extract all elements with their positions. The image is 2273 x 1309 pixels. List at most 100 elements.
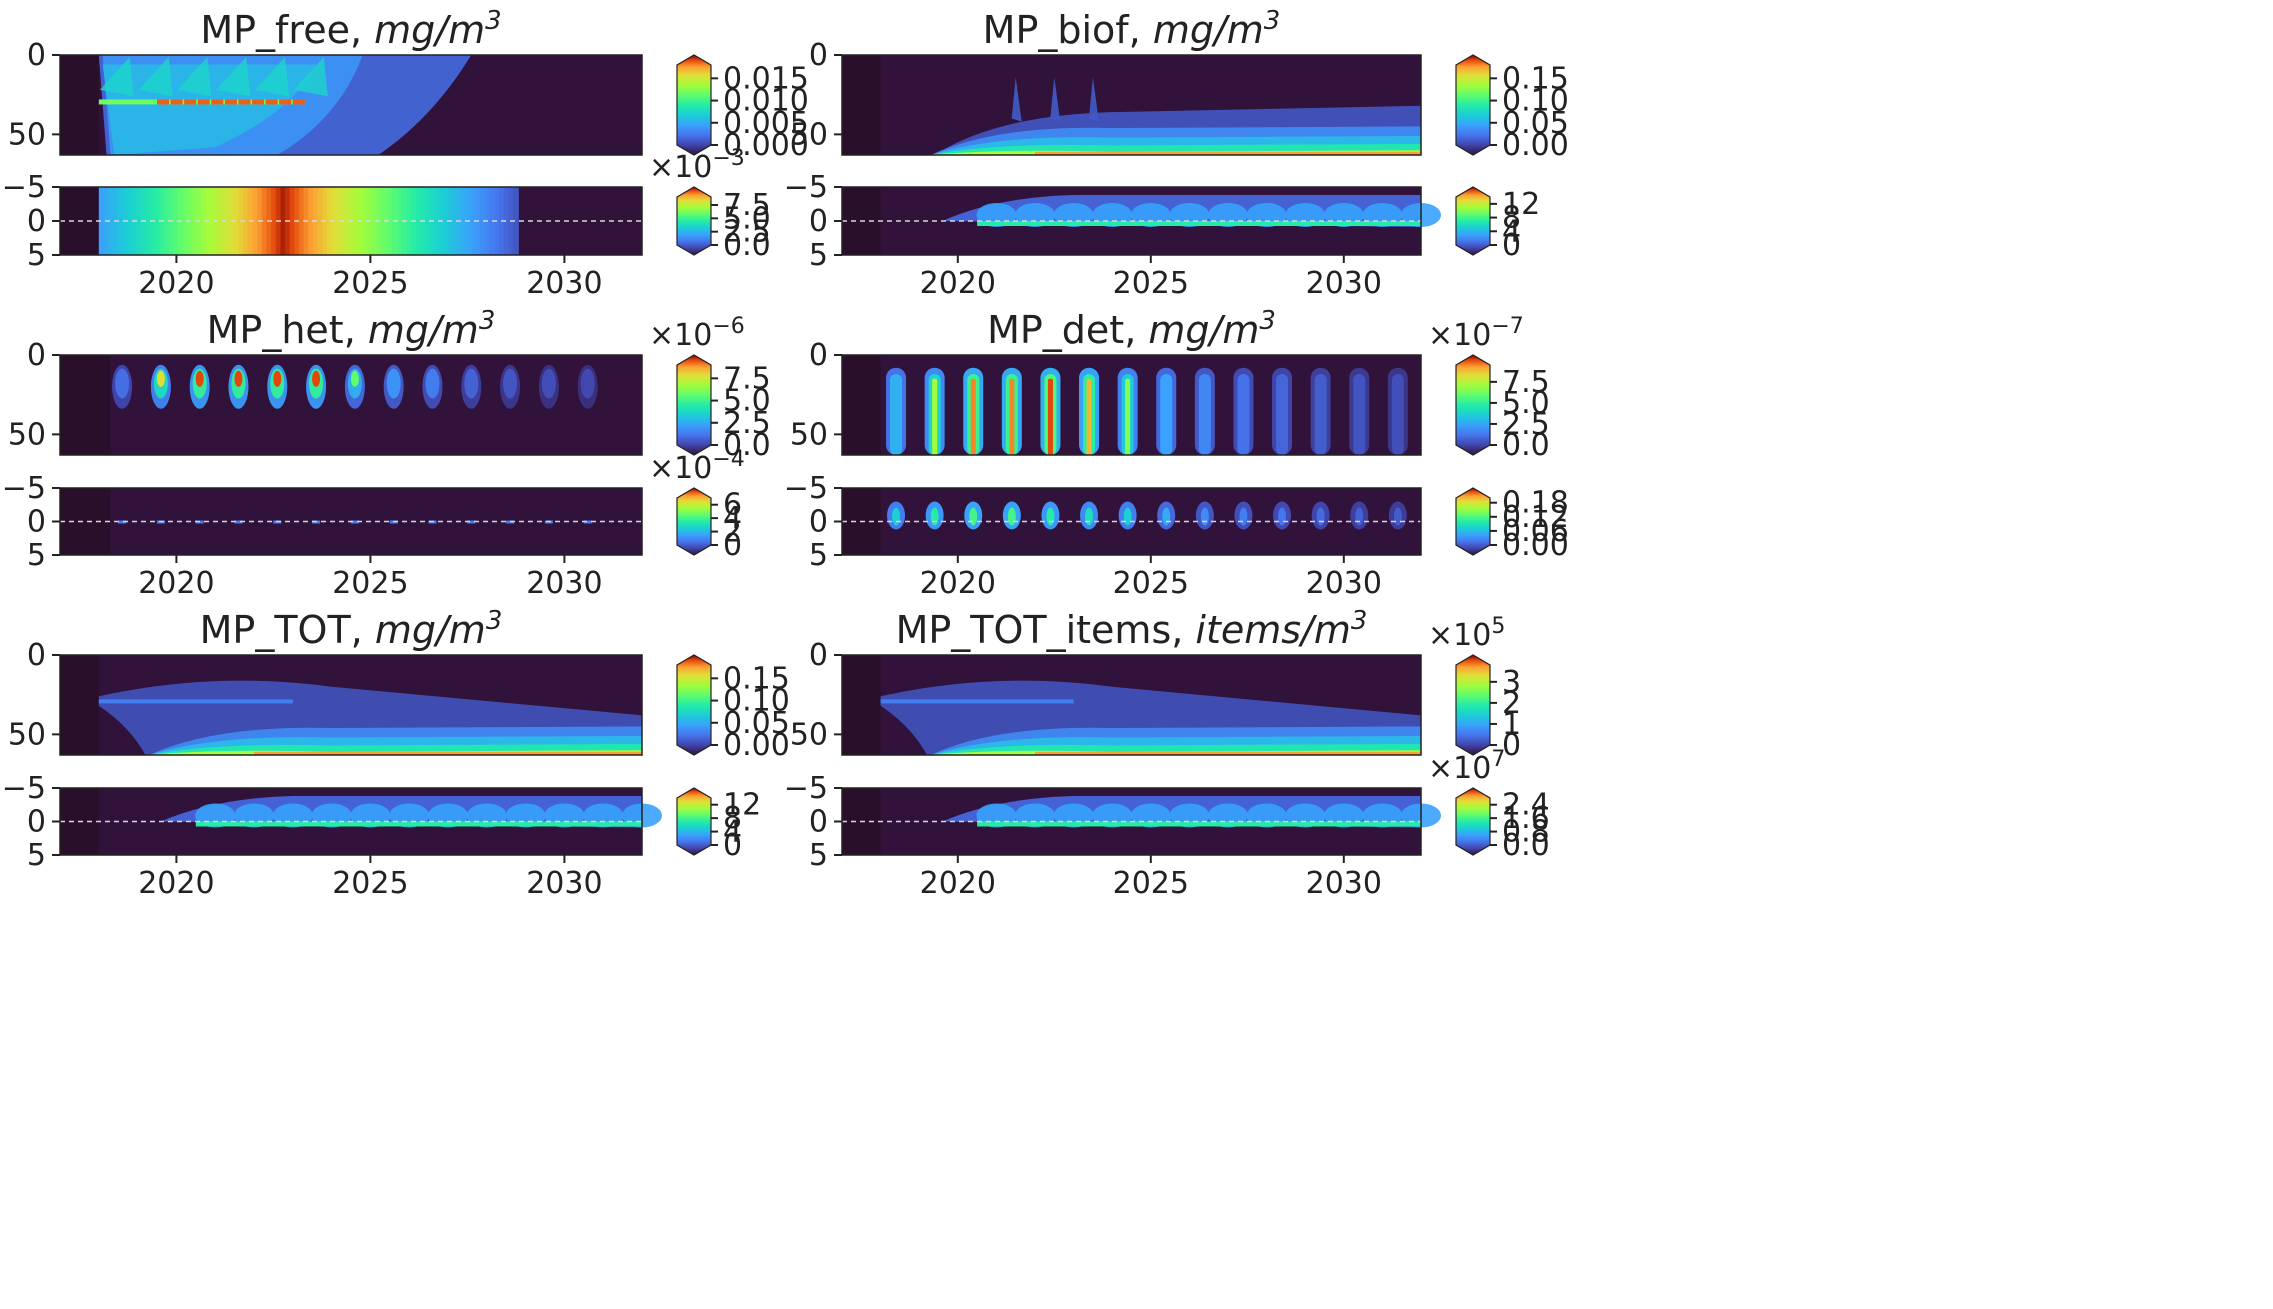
det-column-mid (1353, 374, 1366, 455)
free-surface-slice (317, 187, 324, 255)
free-source-hotspot (238, 99, 251, 105)
panel-1-bottom-cbtick-label: 0.0 (723, 228, 771, 263)
panel-4-xtick-label: 2025 (1113, 566, 1189, 601)
free-surface-slice (485, 187, 491, 255)
panel-4-bottom-cbtick-label: 0.18 (1502, 486, 1569, 521)
free-surface-slice (182, 187, 189, 255)
panel-6-top-ytick-label: 50 (790, 717, 828, 752)
panel-2-bottom-cbtick-label: 12 (1502, 187, 1540, 222)
panel-2-top-frame (841, 54, 1422, 156)
det-column-core (1086, 378, 1092, 455)
panel-4-bottom-cbtick-label: 0.12 (1502, 500, 1569, 535)
biof-seasonal-spike (1011, 77, 1022, 122)
panel-3-bottom-cbtick-label: 2 (723, 515, 742, 550)
het-seasonal-blob-mid (425, 368, 440, 399)
free-surface-slice (271, 187, 277, 255)
free-surface-slice (154, 187, 161, 255)
free-surface-slice (378, 187, 384, 255)
het-bottom-spinup (60, 488, 111, 555)
panel-2-xtick-label: 2030 (1306, 266, 1382, 301)
panel-1-bottom-cb-multiplier: ×10−3 (649, 146, 745, 185)
free-surface-slice (443, 187, 449, 255)
det-column-core (1047, 378, 1053, 455)
free-surface-slice (215, 187, 221, 255)
det-surface-core (1046, 507, 1055, 526)
panel-1-xtick-label: 2020 (138, 266, 214, 301)
free-surface-slice (452, 187, 459, 255)
panel-6-title-name: MP_TOT_items, (896, 608, 1196, 652)
panel-3-title: MP_het, mg/m3 (207, 306, 496, 352)
panel-2-bottom-ytick-label: 5 (809, 238, 828, 273)
panel-1-bottom-cbtick-label: 7.5 (723, 188, 771, 223)
det-column-mid (1160, 374, 1173, 455)
free-surface-slice (280, 187, 287, 255)
panel-1-bottom-ytick-label: 5 (27, 238, 46, 273)
panel-5-bottom-frame (59, 787, 643, 856)
det-column-core (1009, 378, 1015, 455)
panel-3-bottom-cbtick-label: 0 (723, 528, 742, 563)
det-surface-core (930, 507, 939, 526)
biof-seasonal-spike (1088, 77, 1099, 122)
panel-4-top-frame (841, 354, 1422, 456)
panel-1-bottom-ytick-label: 0 (27, 204, 46, 239)
het-seasonal-blob-mid (115, 368, 130, 399)
panel-1-title-unit: mg/m (374, 8, 485, 52)
panel-3-bottom-ytick-label: 5 (27, 538, 46, 573)
det-column-core (932, 378, 938, 455)
panel-6-xtick-label: 2030 (1306, 866, 1382, 901)
free-surface-slice (117, 187, 124, 255)
panel-3-top-cbtick-label: 7.5 (723, 361, 771, 396)
het-surface-dot (350, 520, 359, 524)
panel-3-title-unit: mg/m (368, 308, 479, 352)
panel-3-top-cb-multiplier-exp: −6 (712, 314, 744, 339)
free-source-hotspot (211, 99, 224, 105)
het-top-spinup (60, 355, 111, 455)
free-source-hotspot (197, 99, 210, 105)
panel-2-title: MP_biof, mg/m3 (983, 6, 1281, 52)
panel-1-bottom-cbtick-label: 2.5 (723, 215, 771, 250)
het-surface-dot (234, 520, 243, 524)
free-surface-slice (243, 187, 249, 255)
panel-6-title: MP_TOT_items, items/m3 (896, 606, 1368, 652)
panel-5-title-unit: mg/m (375, 608, 486, 652)
free-surface-slice (252, 187, 259, 255)
panel-5-top-cbtick-label: 0.15 (723, 661, 790, 696)
panel-2-top-colorbar (1455, 54, 1491, 156)
panel-5-title-exp: 3 (486, 606, 503, 636)
det-column-mid (1391, 374, 1404, 455)
free-surface-slice (415, 187, 422, 255)
biof-seasonal-spike (1050, 77, 1061, 122)
free-surface-slice (261, 187, 268, 255)
panel-6-top-cb-multiplier-exp: 5 (1491, 614, 1505, 639)
free-surface-slice (513, 187, 519, 255)
det-column-mid (890, 374, 903, 455)
free-seasonal-spike (99, 57, 134, 97)
free-surface-slice (126, 187, 133, 255)
free-source-hotspot (157, 99, 169, 105)
free-surface-slice (494, 187, 501, 255)
det-surface-core (1355, 507, 1364, 526)
panel-2-bottom-colorbar (1455, 186, 1491, 256)
panel-2-top-ytick-label: 50 (790, 117, 828, 152)
panel-6-title-exp: 3 (1351, 606, 1368, 636)
panel-6-bottom-cb-multiplier-exp: 7 (1491, 747, 1505, 772)
free-seasonal-spike (293, 57, 328, 97)
det-surface-core (1393, 507, 1402, 526)
panel-5-bottom-colorbar (676, 787, 712, 856)
panel-2-top-cbtick-label: 0.15 (1502, 61, 1569, 96)
het-seasonal-blob-core (156, 370, 165, 387)
panel-3-top-ytick-label: 50 (8, 417, 46, 452)
det-surface-core (969, 507, 978, 526)
het-surface-dot (583, 520, 592, 524)
free-source-hotspot (184, 99, 197, 105)
panel-5-xtick-label: 2025 (332, 866, 408, 901)
panel-5-bottom-cbtick-label: 4 (723, 815, 742, 850)
panel-2-top-ytick-label: 0 (809, 38, 828, 73)
panel-4-top-cb-multiplier: ×10−7 (1428, 314, 1524, 353)
panel-3-bottom-frame (59, 487, 643, 556)
